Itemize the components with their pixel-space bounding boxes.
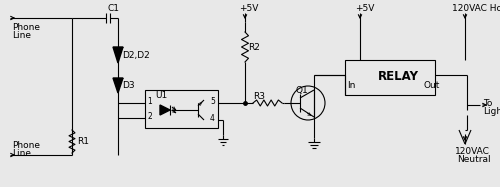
Text: Phone: Phone	[12, 22, 40, 31]
Text: D2,D2: D2,D2	[122, 50, 150, 59]
Text: Neutral: Neutral	[457, 154, 490, 163]
Text: R1: R1	[77, 137, 89, 146]
Text: +5V: +5V	[239, 4, 258, 13]
Text: 120VAC Hot: 120VAC Hot	[452, 4, 500, 13]
Bar	[145, 90, 218, 128]
Text: Line: Line	[12, 30, 31, 39]
Text: C1: C1	[107, 4, 119, 13]
Text: 4: 4	[210, 114, 215, 122]
Text: 5: 5	[210, 96, 215, 105]
Polygon shape	[113, 47, 123, 63]
Polygon shape	[160, 105, 170, 115]
Text: Phone: Phone	[12, 140, 40, 149]
Text: To: To	[483, 99, 492, 108]
Text: R2: R2	[248, 42, 260, 51]
Text: RELAY: RELAY	[378, 70, 419, 82]
Bar	[345, 60, 435, 95]
Text: In: In	[347, 80, 356, 90]
Text: 2: 2	[147, 111, 152, 120]
Text: R3: R3	[253, 91, 265, 100]
Text: Out: Out	[424, 80, 440, 90]
Polygon shape	[113, 78, 123, 93]
Text: U1: U1	[155, 91, 167, 99]
Text: Lights: Lights	[483, 107, 500, 116]
Text: D3: D3	[122, 80, 134, 90]
Text: 1: 1	[147, 96, 152, 105]
Text: Q1: Q1	[296, 85, 309, 94]
Text: +5V: +5V	[355, 4, 374, 13]
Text: 120VAC: 120VAC	[455, 146, 490, 156]
Text: Line: Line	[12, 148, 31, 157]
